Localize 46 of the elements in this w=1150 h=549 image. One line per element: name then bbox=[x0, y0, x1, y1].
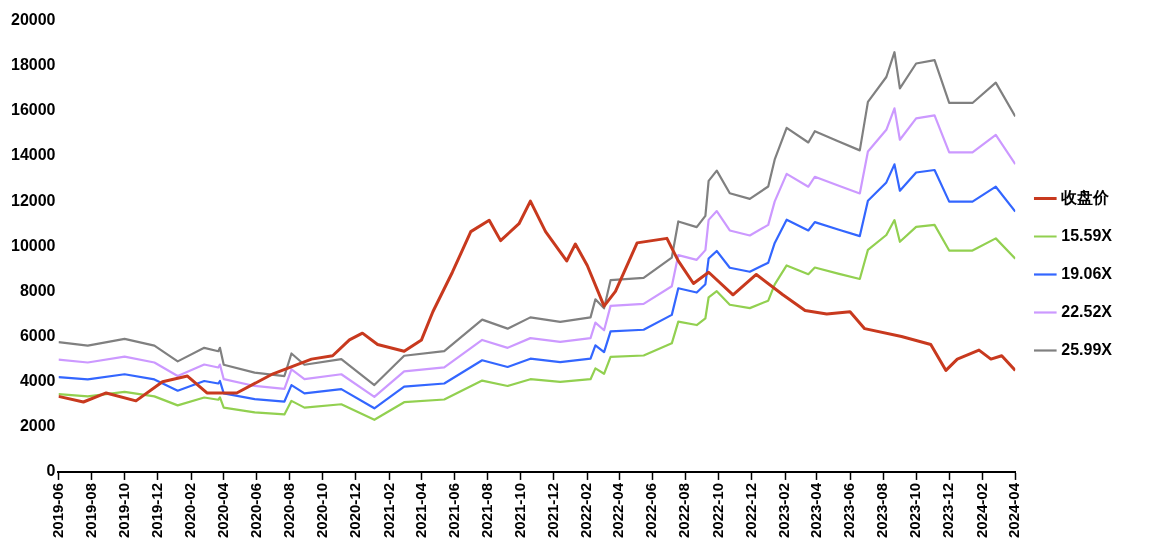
y-tick-label: 18000 bbox=[10, 56, 56, 74]
legend-label: 22.52X bbox=[1061, 302, 1113, 320]
x-tick-label: 2022-06 bbox=[642, 482, 660, 539]
x-tick-label: 2020-10 bbox=[313, 482, 331, 539]
x-tick-label: 2022-12 bbox=[741, 482, 759, 539]
x-tick-label: 2021-02 bbox=[379, 482, 397, 539]
x-tick-label: 2019-06 bbox=[48, 482, 66, 539]
x-tick-label: 2023-02 bbox=[775, 482, 793, 539]
x-tick-label: 2021-04 bbox=[411, 482, 429, 539]
y-tick-label: 6000 bbox=[19, 326, 56, 344]
x-tick-label: 2023-12 bbox=[939, 482, 957, 539]
x-tick-label: 2020-08 bbox=[279, 482, 297, 539]
y-tick-label: 4000 bbox=[19, 372, 56, 390]
legend-label: 15.59X bbox=[1061, 226, 1113, 244]
y-tick-label: 2000 bbox=[19, 417, 56, 435]
x-tick-label: 2020-12 bbox=[346, 482, 364, 539]
x-tick-label: 2022-04 bbox=[609, 482, 627, 539]
x-tick-label: 2021-06 bbox=[444, 482, 462, 539]
x-tick-label: 2020-06 bbox=[246, 482, 264, 539]
x-tick-label: 2019-12 bbox=[147, 482, 165, 539]
x-tick-label: 2021-08 bbox=[477, 482, 495, 539]
y-tick-label: 10000 bbox=[10, 236, 56, 254]
x-tick-label: 2021-10 bbox=[510, 482, 528, 539]
x-tick-label: 2023-10 bbox=[906, 482, 924, 539]
legend-label: 收盘价 bbox=[1061, 188, 1111, 206]
x-tick-label: 2020-02 bbox=[181, 482, 199, 539]
x-tick-label: 2023-08 bbox=[873, 482, 891, 539]
y-tick-label: 12000 bbox=[10, 191, 56, 209]
x-tick-label: 2022-10 bbox=[708, 482, 726, 539]
y-tick-label: 8000 bbox=[19, 281, 56, 299]
x-tick-label: 2023-04 bbox=[807, 482, 825, 539]
y-tick-label: 14000 bbox=[10, 146, 56, 164]
y-tick-label: 0 bbox=[46, 462, 56, 480]
x-tick-label: 2019-08 bbox=[81, 482, 99, 539]
legend-label: 25.99X bbox=[1061, 340, 1113, 358]
x-tick-label: 2024-02 bbox=[972, 482, 990, 539]
x-tick-label: 2022-02 bbox=[577, 482, 595, 539]
x-tick-label: 2024-04 bbox=[1005, 482, 1023, 539]
x-tick-label: 2022-08 bbox=[675, 482, 693, 539]
x-tick-label: 2019-10 bbox=[114, 482, 132, 539]
x-tick-label: 2021-12 bbox=[543, 482, 561, 539]
x-tick-label: 2023-06 bbox=[840, 482, 858, 539]
y-tick-label: 20000 bbox=[10, 11, 56, 29]
legend-label: 19.06X bbox=[1061, 264, 1113, 282]
x-tick-label: 2020-04 bbox=[213, 482, 231, 539]
y-tick-label: 16000 bbox=[10, 101, 56, 119]
